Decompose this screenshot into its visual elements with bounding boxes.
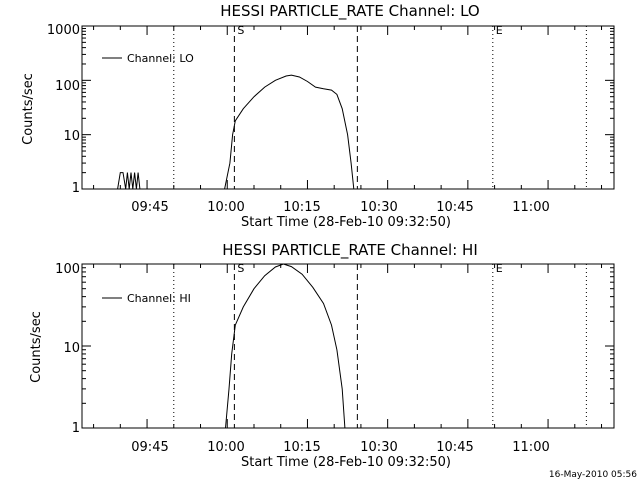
time-marker-label: S — [237, 24, 244, 37]
legend: Channel: HI — [102, 292, 191, 305]
y-tick-label: 1000 — [47, 23, 80, 38]
x-axis-label: Start Time (28-Feb-10 09:32:50) — [241, 455, 451, 470]
y-tick-label: 10 — [63, 129, 80, 144]
x-tick-label: 10:30 — [360, 200, 397, 215]
x-tick-label: 10:45 — [436, 200, 473, 215]
x-tick-label: 10:00 — [207, 440, 244, 455]
chart-panel-hi: HESSI PARTICLE_RATE Channel: HI 100 10 1… — [29, 241, 615, 470]
x-tick-labels: 09:45 10:00 10:15 10:30 10:45 11:00 — [131, 440, 549, 455]
y-tick-label: 1 — [72, 181, 80, 196]
plot-frame — [81, 25, 615, 190]
time-marker-label: E — [496, 262, 503, 275]
series-line — [117, 74, 355, 190]
y-tick-labels: 100 10 1 — [55, 262, 80, 436]
x-tick-label: 10:30 — [360, 440, 397, 455]
x-axis-label: Start Time (28-Feb-10 09:32:50) — [241, 215, 451, 230]
chart-title: HESSI PARTICLE_RATE Channel: LO — [220, 2, 479, 21]
legend-entry: Channel: HI — [127, 292, 191, 305]
y-tick-labels: 1000 100 10 1 — [47, 23, 80, 196]
y-axis-label: Counts/sec — [21, 73, 36, 145]
x-tick-label: 09:45 — [131, 200, 168, 215]
y-tick-label: 10 — [63, 341, 80, 356]
chart-title: HESSI PARTICLE_RATE Channel: HI — [222, 241, 478, 260]
legend-entry: Channel: LO — [127, 52, 194, 65]
x-tick-label: 09:45 — [131, 440, 168, 455]
series-line — [225, 263, 346, 429]
x-tick-label: 10:15 — [283, 440, 320, 455]
x-tick-label: 10:15 — [283, 200, 320, 215]
footer-date: 16-May-2010 05:56 — [549, 470, 637, 480]
x-tick-label: 11:00 — [512, 440, 549, 455]
x-tick-label: 10:00 — [207, 200, 244, 215]
y-tick-label: 1 — [72, 421, 80, 436]
chart-panel-lo: HESSI PARTICLE_RATE Channel: LO 1000 100… — [21, 2, 615, 230]
time-marker-label: S — [237, 262, 244, 275]
y-tick-label: 100 — [55, 79, 80, 94]
y-axis-label: Counts/sec — [29, 311, 44, 383]
x-tick-label: 10:45 — [436, 440, 473, 455]
legend: Channel: LO — [102, 52, 194, 65]
x-tick-label: 11:00 — [512, 200, 549, 215]
y-tick-label: 100 — [55, 262, 80, 277]
plot-frame — [81, 263, 615, 429]
x-tick-labels: 09:45 10:00 10:15 10:30 10:45 11:00 — [131, 200, 549, 215]
time-marker-label: E — [496, 24, 503, 37]
